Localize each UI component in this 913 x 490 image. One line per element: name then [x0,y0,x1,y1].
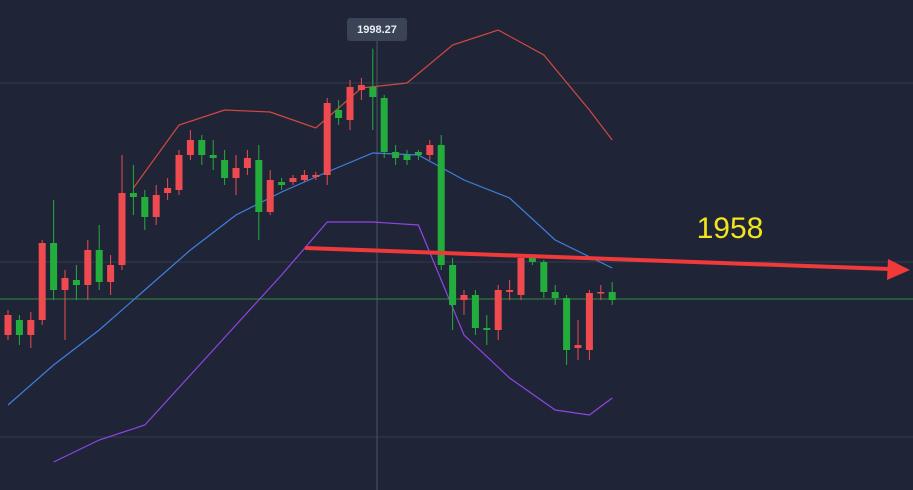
candle-body [540,262,548,292]
candle-body [72,280,80,285]
candle-body [15,320,23,335]
candle-body [528,258,536,262]
candle-body [129,193,137,197]
candle-body [186,140,194,155]
candle-body [380,98,388,152]
candle-body [209,155,217,158]
candle-body [243,158,251,168]
candle-body [403,155,411,160]
candle-body [323,103,331,175]
candle-body [289,178,297,182]
candle-body [300,175,308,180]
candle-body [312,175,320,177]
annotation-arrow [304,246,891,271]
candle-body [278,182,286,185]
candle-body [597,292,605,294]
candle-body [483,328,491,330]
candle-body [506,290,514,292]
candle-body [426,145,434,155]
candle-body [551,292,559,298]
plot [0,29,913,463]
band-line [53,221,613,463]
crosshair-label: 1998.27 [357,24,397,36]
candle-body [266,180,274,212]
candle-body [232,168,240,178]
candle-body [152,195,160,217]
candle-body [221,160,229,178]
candle-body [198,140,206,155]
candle-body [84,250,92,285]
candle-body [460,295,468,300]
candle-body [4,315,12,335]
candle-body [346,87,354,120]
candle-body [563,298,571,350]
candle-body [574,345,582,348]
candle-body [414,152,422,155]
candle-body [118,193,126,265]
crosshair-label-box [347,18,407,41]
candle-body [494,290,502,330]
candle-body [61,278,69,290]
candle-body [335,110,343,118]
candle-body [175,155,183,190]
candle-body [357,85,365,90]
candle-body [449,265,457,305]
candle-body [141,197,149,217]
candle-body [27,320,35,335]
candle-body [255,160,263,212]
arrow-head [887,259,910,280]
candle-body [107,265,115,282]
candle-body [50,243,58,290]
candle-body [164,188,172,193]
band-line [132,29,613,189]
candle-body [38,243,46,320]
candle-body [392,152,400,158]
candle-body [517,258,525,295]
candle-body [608,292,616,300]
candle-body [585,293,593,350]
candle-body [437,145,445,265]
candle-body [369,87,377,97]
candle-body [471,295,479,328]
candle-body [95,250,103,282]
annotation-label: 1958 [697,212,764,245]
